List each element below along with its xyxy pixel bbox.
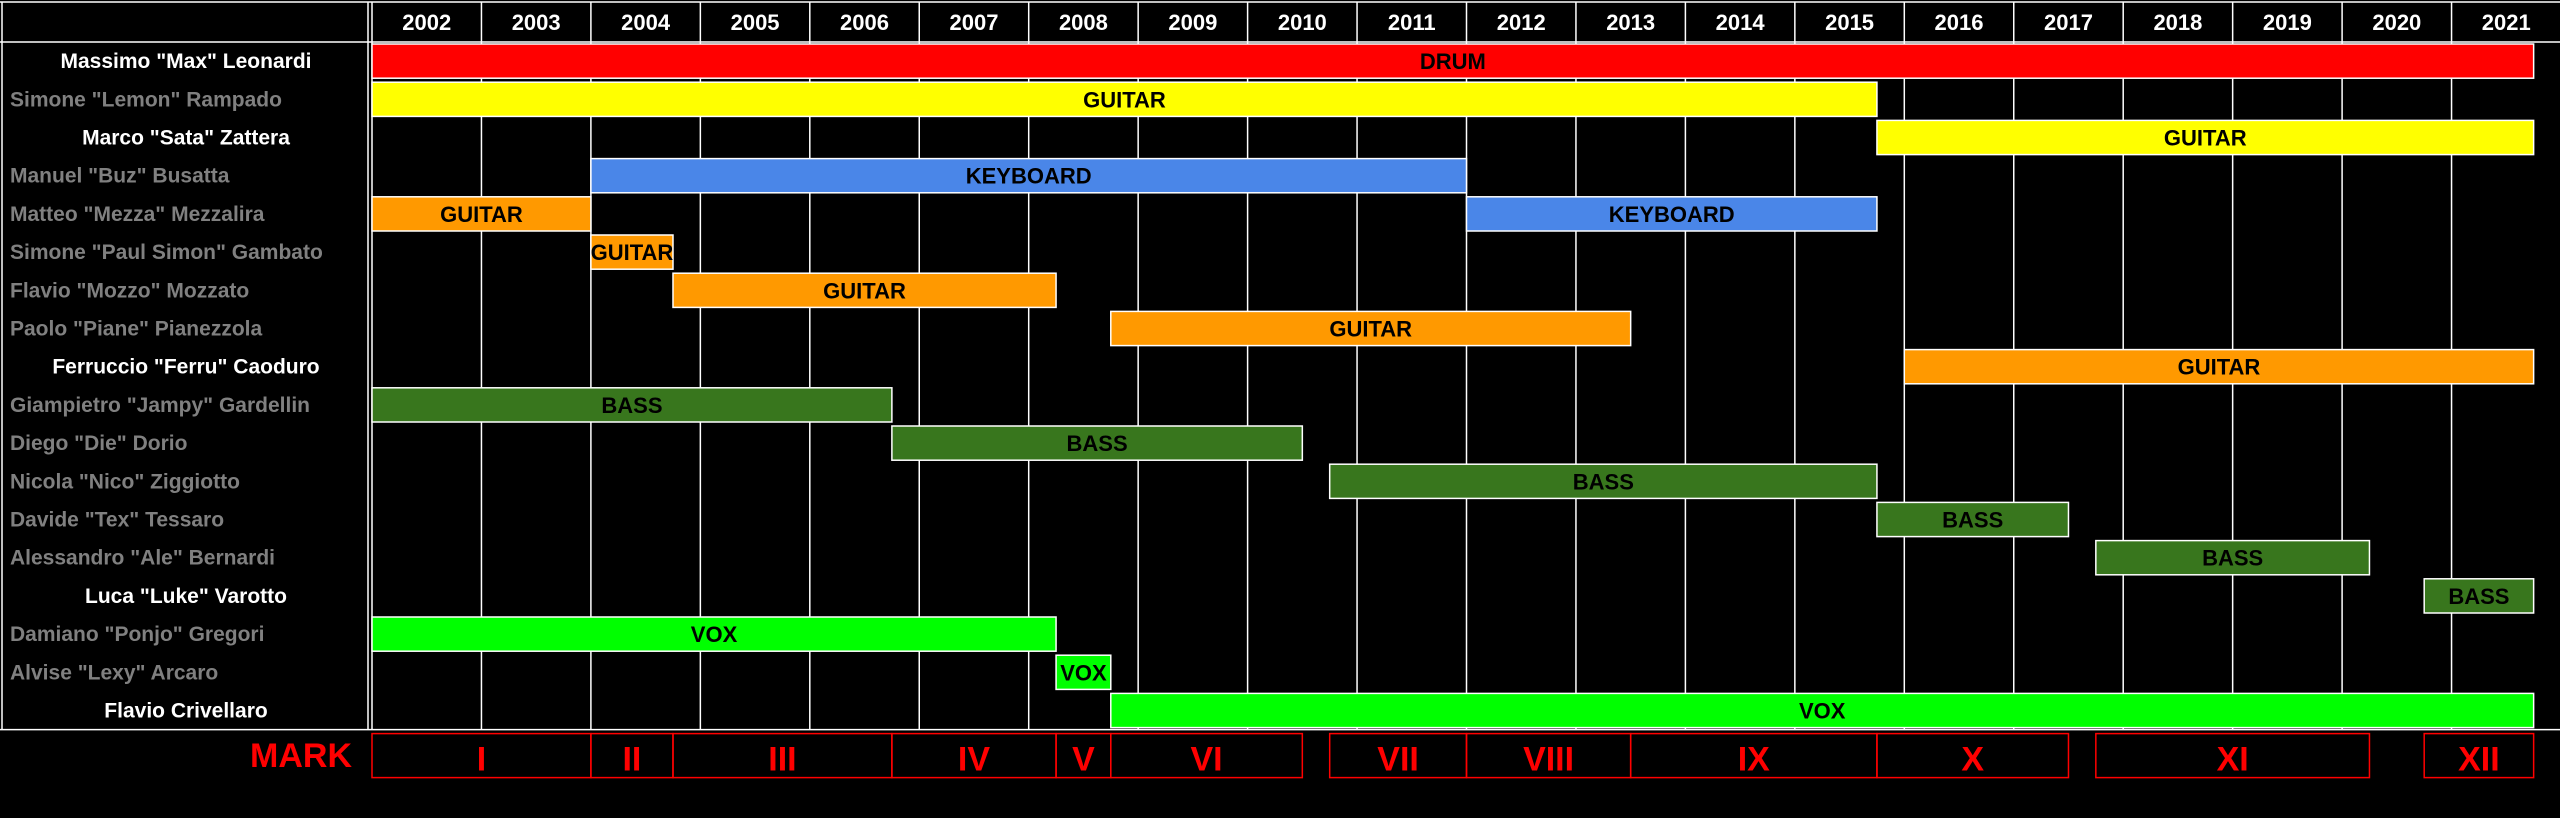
tenure-bar [371,81,1878,118]
bar-label: KEYBOARD [1609,202,1735,227]
tenure-bar [1903,348,2535,385]
year-tick-label: 2002 [402,10,451,35]
year-tick-label: 2013 [1606,10,1655,35]
tenure-bar [371,616,1057,652]
tenure-bar [590,157,1468,194]
bar-label: GUITAR [440,202,523,227]
bar-label: DRUM [1420,49,1486,74]
member-name: Alessandro "Ale" Bernardi [10,547,275,570]
year-tick-label: 2012 [1497,10,1546,35]
mark-box [2095,732,2371,779]
bar-label: BASS [601,393,662,418]
tenure-bar [1876,119,2535,156]
bar-label: BASS [1067,431,1128,456]
bar-label: GUITAR [2178,355,2261,380]
member-name: Manuel "Buz" Busatta [10,165,230,188]
year-tick-label: 2019 [2263,10,2312,35]
mark-label: VI [1190,741,1222,779]
year-header: 2002 2003 2004 2005 2006 2007 2008 2009 2010 2011… [402,10,2531,35]
tenure-bar [371,387,893,423]
year-tick-label: 2017 [2044,10,2093,35]
tenure-bars: DRUM GUITAR GUITAR KEYBOARD GUITAR KEYBOARD GU… [371,43,2535,729]
year-tick-label: 2010 [1278,10,1327,35]
year-tick-label: 2016 [1935,10,1984,35]
year-tick-label: 2004 [621,10,671,35]
member-name: Diego "Die" Dorio [10,432,187,455]
mark-label: XII [2458,741,2500,779]
member-name: Flavio Crivellaro [104,700,267,723]
bar-label: GUITAR [2164,126,2247,151]
mark-label: X [1961,741,1984,779]
mark-label: VII [1377,741,1419,779]
mark-box [1110,732,1304,779]
bar-label: KEYBOARD [966,164,1092,189]
tenure-bar [2095,539,2371,576]
tenure-bar [1110,692,2535,729]
bar-label: GUITAR [591,240,674,265]
tenure-bar [1876,501,2070,538]
mark-label: IV [958,741,990,779]
year-tick-label: 2021 [2482,10,2531,35]
year-tick-label: 2018 [2153,10,2202,35]
mark-label: XI [2217,741,2249,779]
member-name: Nicola "Nico" Ziggiotto [10,470,240,493]
member-name: Flavio "Mozzo" Mozzato [10,279,249,302]
bar-label: GUITAR [1329,317,1412,342]
year-tick-label: 2006 [840,10,889,35]
member-name: Ferruccio "Ferru" Caoduro [52,356,319,379]
mark-label: V [1072,741,1095,779]
bar-label: VOX [1799,699,1846,724]
mark-label: III [768,741,796,779]
year-tick-label: 2014 [1716,10,1766,35]
year-tick-label: 2009 [1168,10,1217,35]
mark-label: II [622,741,641,779]
mark-row: MARK I II III IV V VI VII VIII IX X XI XII [250,732,2535,779]
mark-box [2423,732,2535,779]
mark-box [1876,732,2070,779]
member-name: Giampietro "Jampy" Gardellin [10,394,310,417]
mark-label: I [477,741,486,779]
bar-label: BASS [2202,546,2263,571]
bar-label: BASS [2448,584,2509,609]
tenure-bar [371,196,592,232]
mark-title: MARK [250,737,352,775]
mark-label: IX [1738,741,1770,779]
member-column: Massimo "Max" Leonardi Simone "Lemon" Ram… [10,50,323,722]
year-tick-label: 2005 [731,10,780,35]
bar-label: BASS [1942,508,2003,533]
year-tick-label: 2011 [1388,10,1436,35]
tenure-bar [371,43,2535,79]
bar-label: GUITAR [823,278,906,303]
bar-label: GUITAR [1083,87,1166,112]
tenure-bar [672,272,1057,309]
member-name: Simone "Lemon" Rampado [10,88,282,111]
tenure-bar [891,425,1304,461]
member-name: Damiano "Ponjo" Gregori [10,623,264,646]
bar-label: VOX [691,622,738,647]
bar-label: VOX [1060,660,1107,685]
tenure-bar [2423,578,2535,614]
year-tick-label: 2003 [512,10,561,35]
member-name: Paolo "Piane" Pianezzola [10,318,262,341]
member-name: Simone "Paul Simon" Gambato [10,241,323,264]
tenure-bar [1055,654,1112,691]
tenure-bar [1328,463,1878,500]
year-tick-label: 2008 [1059,10,1108,35]
bar-label: BASS [1573,469,1634,494]
year-tick-label: 2020 [2372,10,2421,35]
member-name: Matteo "Mezza" Mezzalira [10,203,265,226]
member-name: Massimo "Max" Leonardi [61,50,312,73]
year-tick-label: 2007 [949,10,998,35]
tenure-bar [1110,310,1632,347]
year-tick-label: 2015 [1825,10,1874,35]
member-name: Davide "Tex" Tessaro [10,509,224,532]
member-name: Marco "Sata" Zattera [82,127,290,150]
mark-label: VIII [1523,741,1574,779]
member-name: Alvise "Lexy" Arcaro [10,661,218,684]
tenure-bar [1465,196,1878,232]
member-name: Luca "Luke" Varotto [85,585,287,608]
tenure-bar [590,234,674,270]
